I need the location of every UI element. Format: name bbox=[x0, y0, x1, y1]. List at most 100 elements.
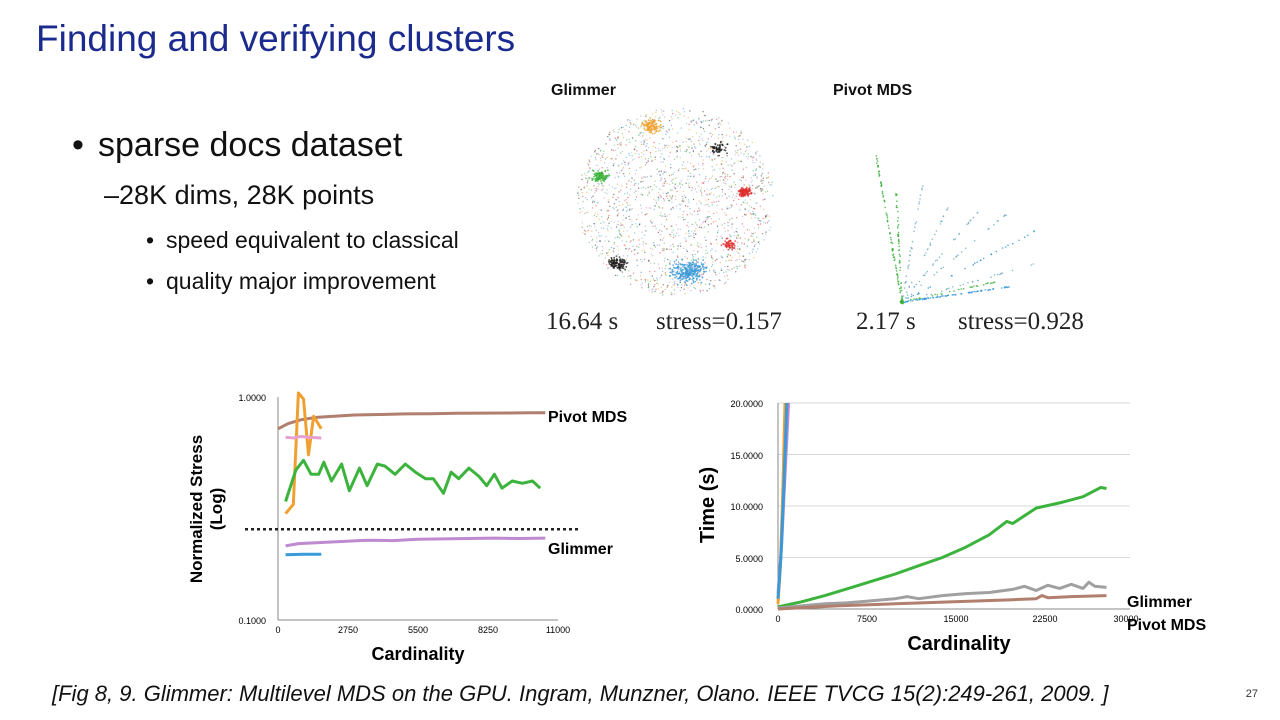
y-axis-label: Time (s) bbox=[697, 467, 719, 543]
scatter-point bbox=[945, 295, 947, 297]
scatter-point bbox=[641, 250, 643, 252]
scatter-point bbox=[651, 248, 654, 251]
time-chart-plot: 20.0000 15.0000 10.0000 5.0000 0.0000 0 … bbox=[697, 399, 1206, 655]
scatter-point bbox=[750, 232, 753, 234]
scatter-point bbox=[948, 287, 950, 289]
scatter-point bbox=[727, 225, 729, 227]
scatter-point bbox=[724, 230, 726, 233]
scatter-point bbox=[712, 169, 714, 172]
scatter-point bbox=[697, 213, 699, 216]
scatter-point bbox=[676, 150, 678, 153]
stress-series-group bbox=[277, 391, 546, 557]
cluster-point bbox=[611, 264, 614, 266]
scatter-point bbox=[643, 249, 645, 251]
scatter-point bbox=[627, 164, 629, 166]
cluster-point bbox=[696, 273, 698, 276]
cluster-point bbox=[694, 280, 697, 283]
scatter-point bbox=[663, 181, 665, 183]
cluster-point bbox=[648, 131, 651, 134]
scatter-point bbox=[668, 213, 670, 215]
scatter-point bbox=[758, 241, 760, 243]
cluster-point bbox=[689, 267, 691, 270]
scatter-point bbox=[633, 191, 636, 193]
cluster-point bbox=[604, 176, 607, 179]
scatter-point bbox=[727, 278, 729, 281]
scatter-point bbox=[724, 212, 726, 214]
scatter-point bbox=[608, 248, 610, 251]
scatter-point bbox=[627, 275, 629, 278]
scatter-point bbox=[646, 213, 648, 215]
scatter-point bbox=[762, 199, 764, 201]
scatter-point bbox=[612, 196, 614, 199]
scatter-point bbox=[631, 250, 633, 253]
scatter-point bbox=[683, 285, 686, 287]
scatter-point bbox=[663, 147, 666, 149]
scatter-point bbox=[618, 229, 620, 232]
scatter-point bbox=[608, 172, 610, 175]
cluster-point bbox=[593, 175, 595, 178]
cluster-point bbox=[717, 148, 720, 150]
scatter-point bbox=[737, 248, 739, 250]
scatter-point bbox=[666, 215, 668, 217]
cluster-point bbox=[596, 177, 599, 180]
scatter-point bbox=[669, 281, 671, 283]
cluster-point bbox=[692, 259, 695, 261]
scatter-point bbox=[618, 142, 621, 145]
scatter-point bbox=[731, 169, 733, 171]
scatter-point bbox=[639, 275, 642, 277]
scatter-point bbox=[929, 244, 932, 246]
scatter-point bbox=[674, 271, 676, 274]
scatter-point bbox=[690, 189, 693, 192]
scatter-point bbox=[710, 265, 713, 268]
scatter-point bbox=[602, 156, 604, 159]
scatter-point bbox=[643, 258, 646, 260]
scatter-point bbox=[628, 275, 630, 277]
scatter-point bbox=[625, 248, 627, 250]
scatter-point bbox=[907, 265, 909, 268]
scatter-point bbox=[702, 289, 704, 292]
scatter-point bbox=[659, 188, 661, 190]
y-tick-label: 15.0000 bbox=[730, 451, 763, 461]
cluster-point bbox=[733, 242, 735, 245]
scatter-point bbox=[672, 207, 675, 210]
scatter-point bbox=[886, 217, 889, 219]
cluster-point bbox=[697, 266, 699, 269]
scatter-point bbox=[601, 155, 603, 157]
scatter-point bbox=[627, 119, 629, 121]
scatter-point bbox=[588, 164, 590, 166]
scatter-point bbox=[728, 207, 730, 209]
scatter-point bbox=[621, 203, 624, 206]
scatter-point bbox=[586, 182, 589, 184]
scatter-point bbox=[620, 170, 622, 172]
scatter-point bbox=[737, 138, 740, 141]
scatter-point bbox=[1027, 234, 1029, 237]
scatter-point bbox=[987, 289, 990, 291]
scatter-point bbox=[629, 208, 631, 210]
figure-citation: [Fig 8, 9. Glimmer: Multilevel MDS on th… bbox=[52, 681, 1109, 706]
scatter-point bbox=[732, 131, 735, 133]
scatter-point bbox=[684, 205, 687, 207]
stress-chart: 1.0000 0.1000 0 2750 5500 8250 11000 Car… bbox=[187, 391, 627, 664]
scatter-point bbox=[628, 180, 630, 182]
cluster-point bbox=[739, 189, 742, 191]
scatter-point bbox=[616, 183, 619, 185]
scatter-point bbox=[693, 169, 695, 171]
scatter-point bbox=[725, 260, 727, 262]
scatter-point bbox=[705, 245, 707, 248]
scatter-point bbox=[651, 113, 654, 115]
cluster-point bbox=[728, 244, 731, 247]
scatter-point bbox=[695, 227, 697, 230]
cluster-point bbox=[732, 246, 734, 249]
glimmer-stress: stress=0.157 bbox=[656, 308, 782, 335]
scatter-point bbox=[621, 133, 623, 135]
scatter-point bbox=[710, 243, 712, 245]
scatter-point bbox=[921, 187, 923, 190]
cluster-point bbox=[615, 259, 618, 262]
cluster-point bbox=[650, 125, 652, 128]
scatter-point bbox=[675, 198, 677, 201]
scatter-point bbox=[715, 201, 718, 203]
scatter-point bbox=[712, 221, 715, 223]
scatter-point bbox=[634, 173, 636, 175]
cluster-point bbox=[716, 144, 719, 147]
scatter-point bbox=[675, 224, 677, 226]
